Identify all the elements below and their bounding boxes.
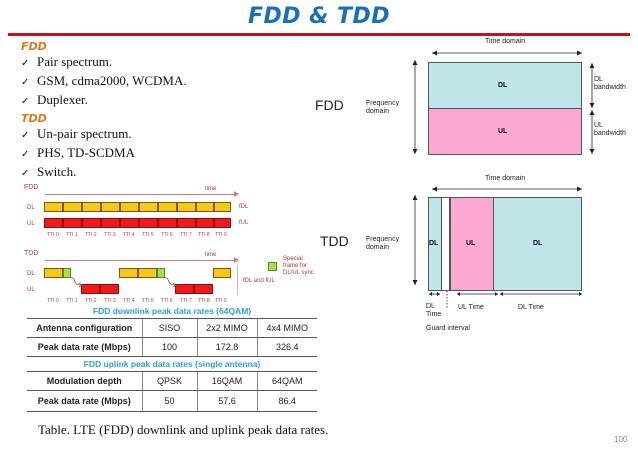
tdd-ul-block: [451, 198, 494, 290]
tdd-frame: [428, 197, 582, 291]
dl-time-label: DL Time: [426, 303, 442, 318]
table-header-row: Modulation depth QPSK 16QAM 64QAM: [27, 371, 317, 391]
timeline-tdd-label: TDD: [24, 250, 39, 257]
table-row: Peak data rate (Mbps) 100 172.8 326.4: [27, 337, 317, 357]
fdd-ul-label: UL: [498, 128, 508, 135]
fdd-bullet: ✓ Duplexer.: [21, 91, 187, 110]
check-icon: ✓: [21, 149, 30, 160]
tti-label: TTI 6: [161, 232, 173, 238]
divider: [237, 265, 238, 295]
time-arrow-fdd: [45, 194, 237, 195]
arrow-head-icon: [234, 191, 239, 197]
guard-divider: [449, 198, 451, 290]
tti-label: TTI 9: [215, 232, 227, 238]
fdd-arrows: [412, 50, 595, 154]
tti-label: TTI 1: [66, 298, 78, 304]
check-icon: ✓: [21, 58, 30, 69]
tdd-dl-small-label: DL: [429, 240, 439, 247]
dl-time-label-2: DL Time: [518, 304, 544, 311]
tdd-ul-label: UL: [466, 240, 476, 247]
tti-label: TTI 8: [198, 232, 210, 238]
fdd-dl-row: [44, 202, 231, 212]
tti-label: TTI 5: [142, 232, 154, 238]
peak-rate-tables: FDD downlink peak data rates (64QAM) Ant…: [27, 305, 317, 412]
tti-label: TTI 9: [215, 298, 227, 304]
slide-title: FDD & TDD: [247, 4, 391, 29]
fdd-bullet: ✓ Pair spectrum.: [21, 53, 187, 72]
fdd-ul-row: [44, 218, 231, 228]
fdd-bullet: ✓ GSM, cdma2000, WCDMA.: [21, 72, 187, 91]
tdd-freq-label: fDL and fUL: [243, 278, 275, 284]
ul-row-label: UL: [27, 221, 35, 227]
tdd-arrows: [412, 186, 582, 309]
check-icon: ✓: [21, 77, 30, 88]
tti-label: TTI 0: [47, 232, 59, 238]
tti-label: TTI 4: [123, 298, 135, 304]
ul-time-label: UL Time: [458, 304, 484, 311]
tti-label: TTI 2: [85, 232, 97, 238]
switch-arrow-icon: [163, 276, 177, 288]
tdd-side-label: TDD: [320, 233, 349, 249]
fdd-ul-band: [428, 108, 582, 155]
fdd-side-label: FDD: [315, 97, 344, 113]
table-header-row: Antenna configuration SISO 2x2 MIMO 4x4 …: [27, 318, 317, 338]
dl-bandwidth-label: DL bandwidth: [594, 76, 626, 91]
fdd-dl-label: DL: [498, 82, 508, 89]
tti-label: TTI 1: [66, 232, 78, 238]
tdd-dl-large-label: DL: [533, 240, 543, 247]
time-label: time: [205, 186, 217, 192]
ful-label: fUL: [239, 220, 249, 226]
tdd-heading: TDD: [21, 112, 47, 125]
timeline-fdd-label: FDD: [24, 184, 39, 191]
arrow-head-icon: [234, 257, 239, 263]
tti-label: TTI 3: [104, 232, 116, 238]
fdd-time-domain-label: Time domain: [485, 38, 526, 45]
tti-timeline-figure: FDD time DL UL fDL fUL TTI 0 TTI 1 TTI 2…: [15, 180, 320, 305]
tdd-bullet: ✓ Un-pair spectrum.: [21, 125, 187, 144]
title-underline: [8, 33, 630, 36]
figure-caption: Table. LTE (FDD) downlink and uplink pea…: [38, 422, 329, 437]
tti-label: TTI 7: [180, 232, 192, 238]
tdd-bullet: ✓ Switch.: [21, 163, 187, 182]
dl-row-label: DL: [27, 205, 35, 211]
special-frame-legend-swatch: [268, 262, 277, 271]
uplink-table: Modulation depth QPSK 16QAM 64QAM Peak d…: [27, 371, 317, 412]
guard-interval-label: Guard interval: [426, 325, 470, 332]
downlink-table-caption: FDD downlink peak data rates (64QAM): [92, 306, 252, 316]
downlink-table: Antenna configuration SISO 2x2 MIMO 4x4 …: [27, 318, 317, 357]
ul-bandwidth-label: UL bandwidth: [594, 122, 626, 137]
tdd-bullet: ✓ PHS, TD-SCDMA: [21, 144, 187, 163]
switch-arrow-icon: [69, 276, 83, 288]
tti-label: TTI 3: [104, 298, 116, 304]
time-arrow-tdd: [45, 260, 237, 261]
tdd-frequency-domain-label: Frequency domain: [366, 236, 400, 251]
dl-row-label: DL: [27, 271, 35, 277]
page-number: 100: [614, 435, 628, 444]
tti-label: TTI 8: [198, 298, 210, 304]
tti-label: TTI 6: [161, 298, 173, 304]
time-label: time: [205, 252, 217, 258]
tti-label: TTI 0: [47, 298, 59, 304]
fdd-frequency-domain-label: Frequency domain: [366, 100, 400, 115]
tdd-dl-large: [494, 198, 581, 290]
table-row: Peak data rate (Mbps) 50 57.6 86.4: [27, 390, 317, 412]
tti-label: TTI 5: [142, 298, 154, 304]
special-frame-legend-label: Special frame for DL/UL sync: [283, 256, 314, 276]
tti-label: TTI 2: [85, 298, 97, 304]
tti-label: TTI 7: [180, 298, 192, 304]
tdd-dl-small: [429, 198, 442, 290]
uplink-table-caption: FDD uplink peak data rates (single anten…: [83, 359, 261, 369]
tti-label: TTI 4: [123, 232, 135, 238]
check-icon: ✓: [21, 96, 30, 107]
fdl-label: fDL: [239, 204, 249, 210]
fdd-bullet-section: FDD ✓ Pair spectrum. ✓ GSM, cdma2000, WCDM…: [21, 40, 187, 182]
check-icon: ✓: [21, 130, 30, 141]
ul-row-label: UL: [27, 287, 35, 293]
fdd-heading: FDD: [21, 40, 47, 53]
check-icon: ✓: [21, 168, 30, 179]
tdd-time-domain-label: Time domain: [485, 175, 526, 182]
